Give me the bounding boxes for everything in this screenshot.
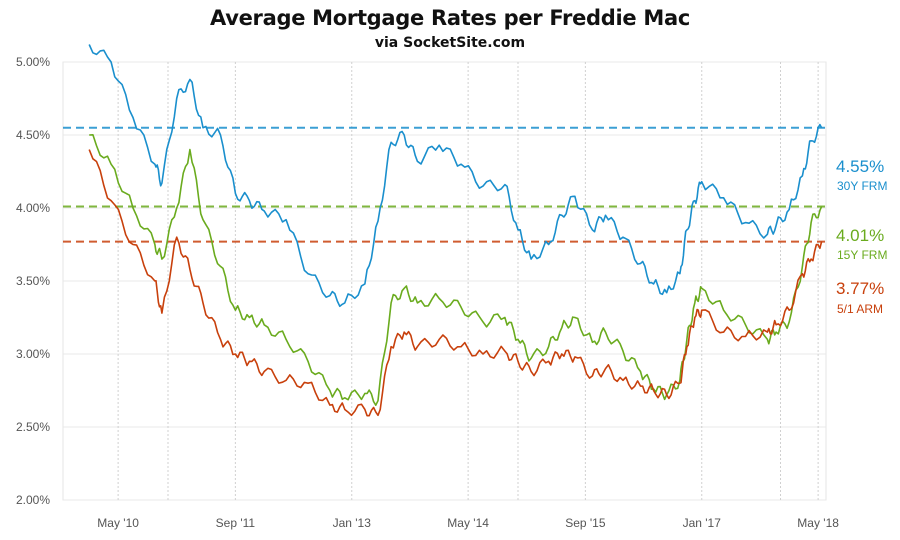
series-line: [89, 134, 823, 406]
x-tick-label: Jan '17: [683, 516, 722, 530]
chart-subtitle: via SocketSite.com: [374, 35, 526, 51]
x-tick-label: Sep '15: [565, 516, 606, 530]
x-tick-label: Sep '11: [216, 516, 256, 530]
current-value-label: 3.77%: [836, 279, 884, 298]
current-value-label: 4.01%: [836, 226, 884, 245]
chart-title: Average Mortgage Rates per Freddie Mac: [210, 6, 690, 30]
series-label: 30Y FRM: [837, 179, 887, 193]
series-label: 15Y FRM: [837, 248, 887, 262]
x-tick-label: May '14: [447, 516, 489, 530]
y-tick-label: 4.50%: [16, 128, 50, 142]
x-tick-label: May '18: [797, 516, 839, 530]
current-value-label: 4.55%: [836, 157, 884, 176]
y-tick-label: 3.00%: [16, 347, 50, 361]
y-tick-label: 2.50%: [16, 420, 50, 434]
series-label: 5/1 ARM: [837, 302, 883, 316]
x-tick-label: Jan '13: [333, 516, 372, 530]
x-tick-label: May '10: [97, 516, 139, 530]
y-tick-label: 2.00%: [16, 493, 50, 507]
y-tick-label: 5.00%: [16, 55, 50, 69]
y-tick-label: 4.00%: [16, 201, 50, 215]
series-line: [88, 149, 823, 417]
series-line: [88, 44, 823, 308]
y-tick-label: 3.50%: [16, 274, 50, 288]
